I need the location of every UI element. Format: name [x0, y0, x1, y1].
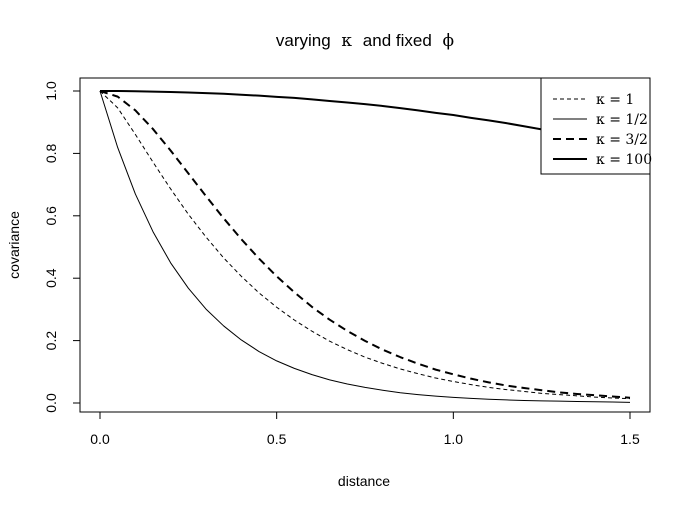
- title-kappa: κ: [341, 31, 352, 51]
- series-line-2: [99, 90, 631, 399]
- title-prefix: varying: [276, 31, 331, 50]
- legend-items: κ = 1 κ = 1/2 κ = 3/2 κ = 100: [553, 92, 652, 168]
- y-tick-label-0: 0.0: [43, 393, 59, 413]
- x-tick-label-0: 0.0: [90, 431, 110, 447]
- legend-label-3: κ = 100: [596, 152, 652, 168]
- legend-label-0: κ = 1: [596, 92, 634, 108]
- x-tick-label-3: 1.5: [620, 431, 640, 447]
- y-tick-label-5: 1.0: [43, 81, 59, 101]
- y-axis-label: covariance: [6, 211, 22, 279]
- y-tick-label-1: 0.2: [43, 331, 59, 351]
- title-middle: and fixed: [363, 31, 432, 50]
- legend-label-2: κ = 3/2: [596, 132, 648, 148]
- legend-label-1: κ = 1/2: [596, 112, 648, 128]
- series-line-0: [99, 90, 631, 400]
- series-line-1: [99, 90, 631, 403]
- x-axis-label: distance: [338, 473, 390, 489]
- legend: κ = 1 κ = 1/2 κ = 3/2 κ = 100: [540, 77, 652, 175]
- y-tick-label-3: 0.6: [43, 206, 59, 226]
- x-axis: 0.0 0.5 1.0 1.5: [90, 411, 640, 447]
- chart-title: varying κ and fixed ϕ: [276, 31, 454, 51]
- y-axis: 0.0 0.2 0.4 0.6 0.8 1.0: [43, 81, 81, 413]
- y-tick-label-4: 0.8: [43, 143, 59, 163]
- title-phi: ϕ: [443, 31, 455, 51]
- y-tick-label-2: 0.4: [43, 268, 59, 288]
- x-tick-label-1: 0.5: [267, 431, 287, 447]
- x-tick-label-2: 1.0: [444, 431, 464, 447]
